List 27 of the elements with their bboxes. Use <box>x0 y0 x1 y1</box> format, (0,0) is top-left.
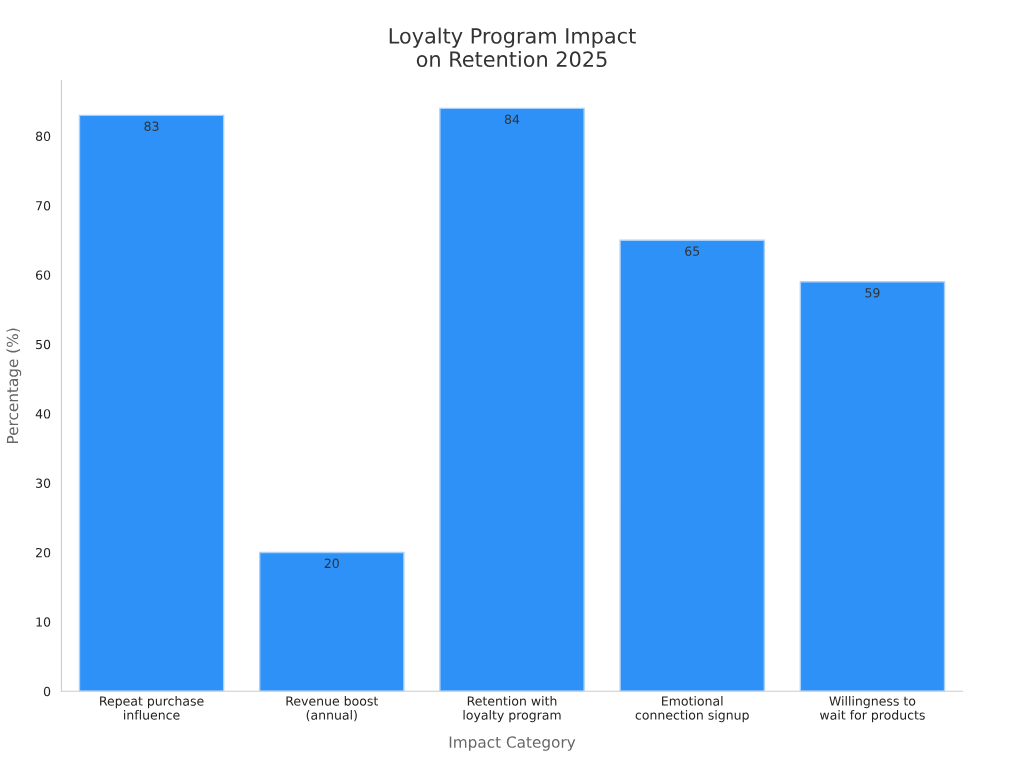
x-tick-label: Revenue boost (annual) <box>286 696 378 722</box>
y-tick-label: 10 <box>36 617 51 627</box>
x-tick-label: Retention with loyalty program <box>463 696 561 723</box>
data-label: 20 <box>324 558 339 569</box>
data-label: 84 <box>504 114 520 125</box>
y-tick-label: 50 <box>36 339 51 350</box>
data-label: 65 <box>685 246 700 256</box>
y-tick-label: 20 <box>36 547 51 558</box>
bar <box>439 107 585 692</box>
x-tick-label: Willingness to wait for products <box>819 696 925 723</box>
data-label: 59 <box>865 288 880 298</box>
y-tick-label: 60 <box>35 270 51 280</box>
bar <box>258 551 405 692</box>
y-tick-label: 70 <box>36 201 51 211</box>
bar <box>78 114 225 692</box>
y-tick-label: 40 <box>35 409 51 419</box>
x-axis-title: Impact Category <box>449 736 576 751</box>
chart-title: Loyalty Program Impact on Retention 2025 <box>389 27 636 68</box>
bar <box>619 239 766 692</box>
y-tick-label: 0 <box>43 686 51 697</box>
bar <box>799 281 946 692</box>
data-label: 83 <box>144 121 159 131</box>
y-axis-title: Percentage (%) <box>6 328 22 444</box>
x-tick-label: Repeat purchase influence <box>100 696 204 720</box>
y-tick-label: 30 <box>36 478 51 488</box>
x-tick-label: Emotional connection signup <box>635 696 749 723</box>
y-tick-label: 80 <box>35 131 51 142</box>
